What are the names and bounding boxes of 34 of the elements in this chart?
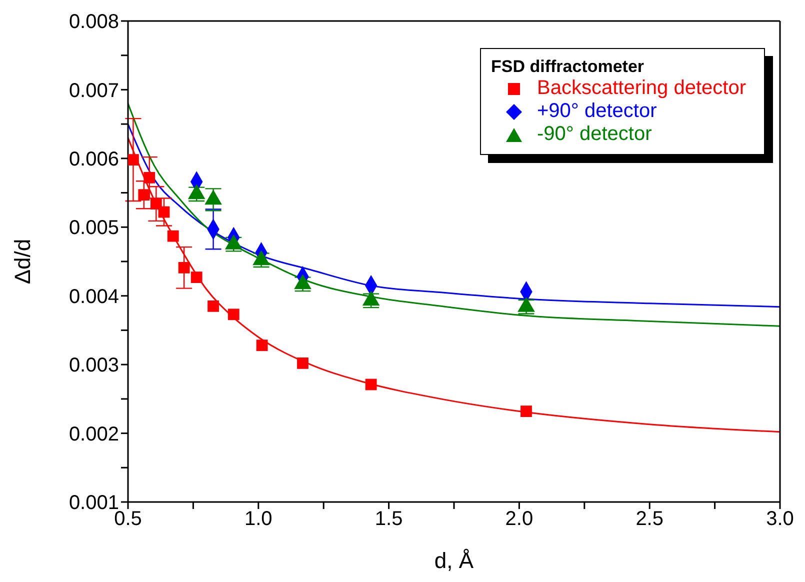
legend-label: -90° detector [537,123,652,146]
point [228,308,240,320]
point [256,340,268,352]
x-axis-title: d, Å [434,548,474,573]
y-tick-label: 0.003 [68,354,119,377]
legend-title: FSD diffractometer [491,57,646,77]
point [150,198,162,210]
y-tick-label: 0.008 [68,11,119,34]
y-tick-label: 0.006 [68,148,119,171]
legend-label: +90° detector [537,100,657,123]
point [144,172,156,184]
x-tick-label: 2.5 [636,508,664,530]
point [297,357,308,369]
y-tick-label: 0.004 [68,286,119,308]
point [178,262,190,274]
point [158,206,170,218]
point [190,272,202,284]
y-tick-label: 0.007 [68,80,119,102]
y-axis-title: Δd/d [10,238,35,284]
line-series [128,102,780,327]
legend-label: Backscattering detector [537,77,746,100]
y-tick-label: 0.002 [68,423,119,446]
point [167,230,179,242]
x-tick-label: 0.5 [114,508,142,530]
point [138,189,150,201]
x-tick-label: 3.0 [766,508,794,530]
point [128,154,139,166]
x-tick-label: 1.0 [244,508,272,530]
y-tick-label: 0.005 [68,217,119,240]
point [520,406,532,417]
x-tick-label: 1.5 [374,508,403,530]
point [208,300,219,312]
x-tick-label: 2.0 [505,508,534,530]
point [365,378,377,390]
